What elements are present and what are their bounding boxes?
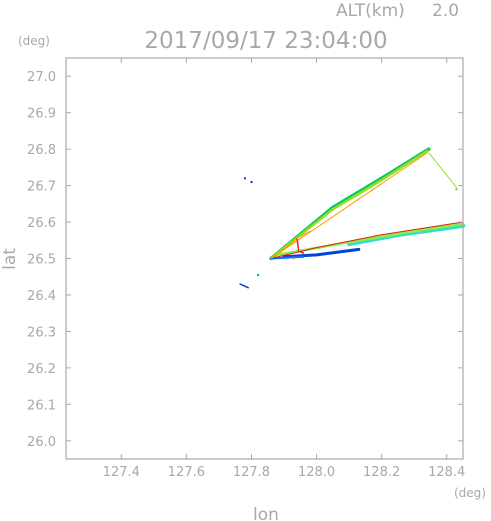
x-tick-label: 127.8 — [233, 465, 270, 480]
chart-title: 2017/09/17 23:04:00 — [144, 28, 387, 54]
x-axis-label: lon — [253, 505, 279, 521]
x-tick-label: 128.2 — [363, 465, 400, 480]
data-series-line — [428, 152, 457, 188]
data-series-line — [239, 283, 249, 289]
altitude-label: ALT(km) — [336, 1, 405, 21]
data-point — [256, 273, 259, 276]
data-series-line — [270, 230, 311, 259]
data-layer — [239, 147, 466, 289]
data-point — [455, 188, 458, 191]
x-tick-label: 128.0 — [298, 465, 335, 480]
data-point — [292, 257, 295, 260]
data-series-line — [269, 149, 429, 260]
ticks-layer: 127.4 127.6 127.8 128.0 128.2 128.4 26.0 26.1 26… — [27, 58, 465, 480]
data-series-line — [270, 221, 464, 259]
data-point — [243, 177, 246, 180]
plot-frame — [65, 57, 464, 460]
y-tick-label: 26.8 — [27, 143, 56, 158]
x-tick-label: 127.4 — [103, 465, 140, 480]
y-tick-label: 26.1 — [27, 398, 56, 413]
y-tick-label: 26.5 — [27, 253, 56, 268]
data-series-line — [282, 247, 361, 259]
y-tick-label: 26.0 — [27, 435, 56, 450]
y-tick-label: 26.2 — [27, 362, 56, 377]
y-tick-label: 26.3 — [27, 325, 56, 340]
data-series-line — [346, 223, 466, 247]
y-axis-label: lat — [0, 248, 20, 270]
x-unit-label: (deg) — [454, 486, 486, 500]
data-series-line — [270, 255, 305, 260]
x-tick-label: 128.4 — [428, 465, 465, 480]
x-tick-label: 127.6 — [168, 465, 205, 480]
y-tick-label: 27.0 — [27, 70, 56, 85]
y-tick-label: 26.9 — [27, 107, 56, 122]
y-tick-label: 26.7 — [27, 180, 56, 195]
y-tick-label: 26.4 — [27, 289, 56, 304]
y-tick-label: 26.6 — [27, 216, 56, 231]
altitude-value: 2.0 — [432, 1, 459, 21]
data-series-line — [296, 237, 305, 254]
data-point — [250, 180, 253, 183]
y-unit-label: (deg) — [18, 34, 50, 48]
